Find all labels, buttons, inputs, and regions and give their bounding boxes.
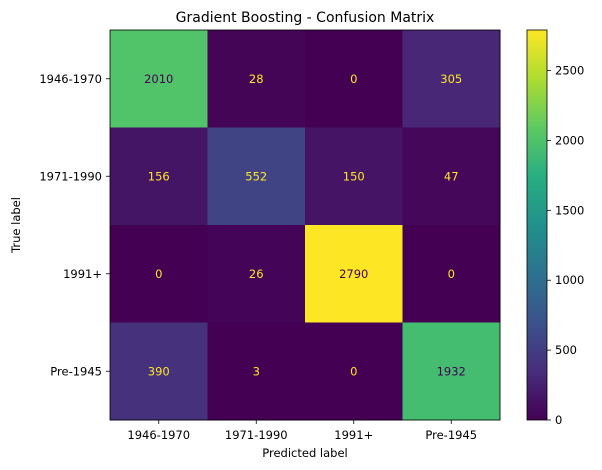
heatmap-cell (402, 30, 501, 128)
heatmap-cell (110, 225, 208, 323)
heatmap-cell (207, 127, 306, 226)
x-tick-label: 1971-1990 (225, 428, 288, 442)
cell-value-label: 2010 (144, 72, 173, 86)
chart-title: Gradient Boosting - Confusion Matrix (176, 10, 435, 26)
cell-value-label: 26 (249, 267, 264, 281)
x-tick-label: Pre-1945 (425, 428, 477, 442)
cell-value-label: 552 (245, 169, 267, 183)
x-tick-label: 1946-1970 (127, 428, 190, 442)
cell-value-label: 0 (155, 267, 162, 281)
heatmap-cell (305, 127, 403, 226)
heatmap-cell (207, 225, 306, 323)
plot-frame (109, 29, 501, 421)
cell-value-label: 28 (249, 72, 264, 86)
heatmap-cell (402, 127, 501, 226)
colorbar-tick-label: 1000 (555, 273, 584, 287)
cell-value-label: 3 (253, 364, 260, 378)
y-axis-label: True label (9, 197, 23, 254)
colorbar-ticks: 0 500 1000 1500 2000 2500 (547, 64, 584, 427)
cell-value-label: 150 (343, 169, 365, 183)
heatmap-cell (207, 322, 306, 421)
heatmap-cell (110, 30, 208, 128)
x-tick-label: 1991+ (334, 428, 373, 442)
x-axis-label: Predicted label (262, 446, 347, 460)
cell-value-label: 0 (448, 267, 455, 281)
heatmap-cell (110, 322, 208, 421)
colorbar-tick-label: 0 (555, 413, 562, 427)
heatmap-cell (402, 225, 501, 323)
heatmap-cell (305, 322, 403, 421)
cell-value-label: 2790 (339, 267, 368, 281)
colorbar-tick-label: 2000 (555, 133, 584, 147)
y-tick-label: 1946-1970 (39, 72, 102, 86)
colorbar-tick-label: 1500 (555, 203, 584, 217)
colorbar (526, 29, 548, 421)
cell-value-label: 305 (440, 72, 462, 86)
heatmap-cell (305, 30, 403, 128)
cell-value-label: 1932 (437, 364, 466, 378)
heatmap-cell (305, 225, 403, 323)
x-axis-ticks: 1946-1970 1971-1990 1991+ Pre-1945 (127, 420, 477, 442)
heatmap-cell (207, 30, 306, 128)
colorbar-tick-label: 2500 (555, 64, 584, 78)
y-tick-label: 1971-1990 (39, 169, 102, 183)
colorbar-tick-label: 500 (555, 343, 577, 357)
heatmap-cells: 2010 28 0 305 156 552 150 47 0 26 2790 0 390 3 0 1932 (110, 30, 501, 421)
y-tick-label: 1991+ (63, 267, 102, 281)
cell-value-label: 156 (148, 169, 170, 183)
cell-value-label: 47 (444, 169, 459, 183)
cell-value-label: 390 (148, 364, 170, 378)
y-tick-label: Pre-1945 (50, 364, 102, 378)
cell-value-label: 0 (350, 72, 357, 86)
y-axis-ticks: 1946-1970 1971-1990 1991+ Pre-1945 (39, 72, 110, 378)
heatmap-cell (110, 127, 208, 226)
cell-value-label: 0 (350, 364, 357, 378)
heatmap-cell (402, 322, 501, 421)
